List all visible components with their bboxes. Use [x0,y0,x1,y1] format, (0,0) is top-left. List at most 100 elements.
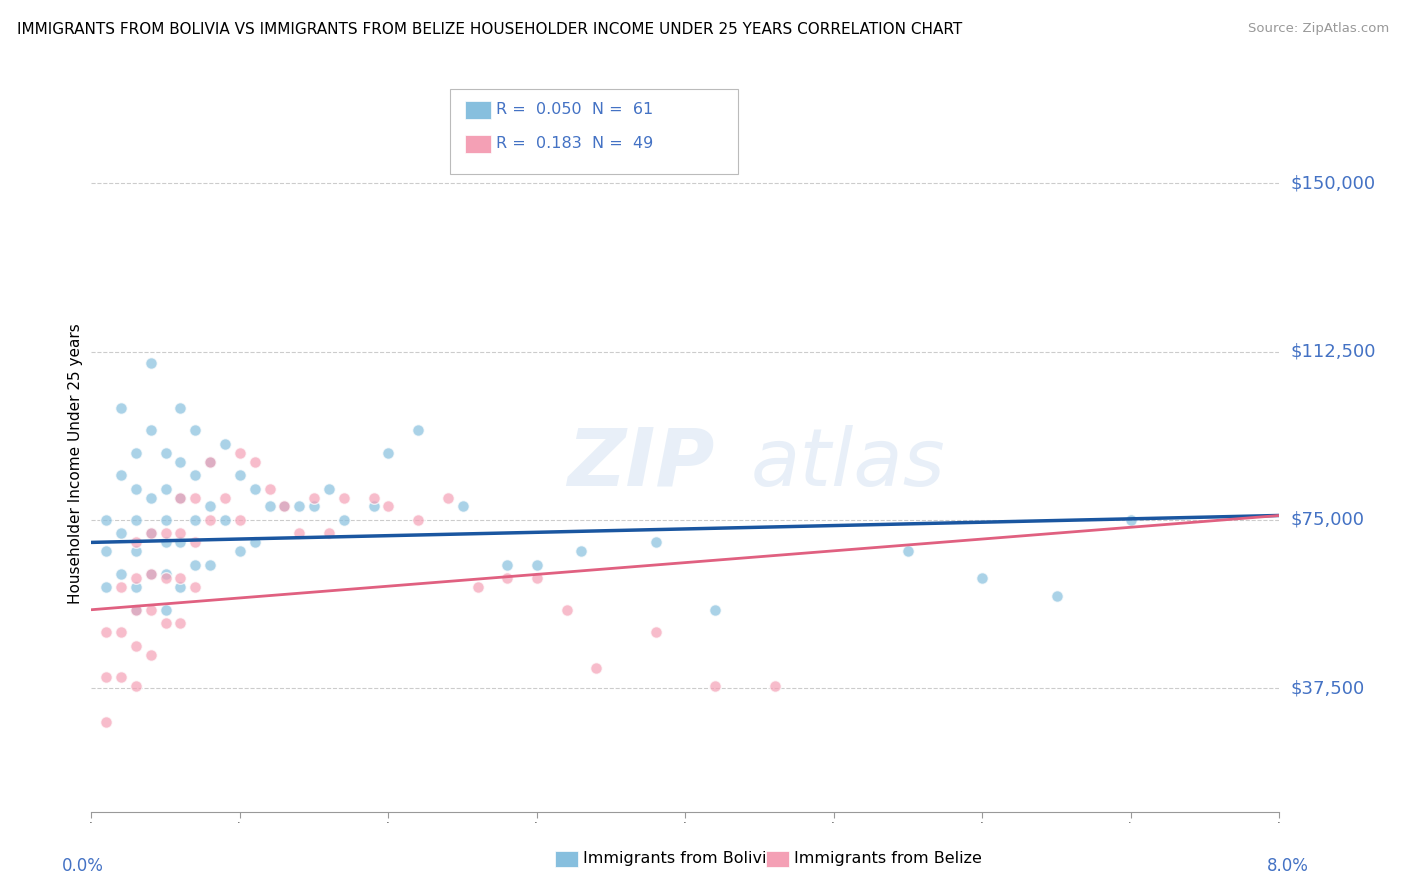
Point [214,513,236,527]
Text: Immigrants from Bolivia: Immigrants from Bolivia [583,851,778,865]
Point [259,500,281,514]
Point [333,513,356,527]
Text: $112,500: $112,500 [1291,343,1376,360]
Point [259,482,281,496]
Point [184,491,207,505]
Point [155,513,177,527]
Point [96,513,118,527]
Point [139,423,162,437]
Point [406,423,429,437]
Point [139,648,162,662]
Text: atlas: atlas [751,425,945,503]
Point [169,616,191,631]
Point [200,558,222,572]
Point [110,580,132,594]
Point [169,454,191,468]
Text: Source: ZipAtlas.com: Source: ZipAtlas.com [1249,22,1389,36]
Point [155,571,177,585]
Point [125,639,148,653]
Point [184,535,207,549]
Point [406,513,429,527]
Point [302,500,325,514]
Point [184,558,207,572]
Point [125,482,148,496]
Point [318,526,340,541]
Point [200,500,222,514]
Point [644,625,666,640]
Point [229,544,252,558]
Point [96,625,118,640]
Point [302,491,325,505]
Point [214,436,236,450]
Text: $150,000: $150,000 [1291,174,1375,193]
Point [125,513,148,527]
Point [972,571,994,585]
Point [243,482,266,496]
Point [155,603,177,617]
Point [243,535,266,549]
Point [125,603,148,617]
Point [214,491,236,505]
Point [125,445,148,459]
Point [110,401,132,415]
Point [377,500,399,514]
Point [155,445,177,459]
Point [184,423,207,437]
Text: ZIP: ZIP [567,425,714,503]
Point [139,526,162,541]
Point [229,445,252,459]
Point [496,571,519,585]
Point [288,526,311,541]
Point [96,544,118,558]
Point [377,445,399,459]
Point [644,535,666,549]
Text: 0.0%: 0.0% [62,856,104,875]
Point [1119,513,1142,527]
Point [110,526,132,541]
Point [139,566,162,581]
Point [169,526,191,541]
Point [229,468,252,483]
Text: Immigrants from Belize: Immigrants from Belize [794,851,983,865]
Point [155,616,177,631]
Point [110,566,132,581]
Point [155,566,177,581]
Point [451,500,474,514]
Point [555,603,578,617]
Point [96,580,118,594]
Point [125,603,148,617]
Point [110,625,132,640]
Point [125,544,148,558]
Point [139,356,162,370]
Point [184,468,207,483]
Point [897,544,920,558]
Point [169,491,191,505]
Text: IMMIGRANTS FROM BOLIVIA VS IMMIGRANTS FROM BELIZE HOUSEHOLDER INCOME UNDER 25 YE: IMMIGRANTS FROM BOLIVIA VS IMMIGRANTS FR… [17,22,962,37]
Point [184,513,207,527]
Point [155,535,177,549]
Point [229,513,252,527]
Point [526,558,548,572]
Point [169,491,191,505]
Point [110,468,132,483]
Point [318,482,340,496]
Text: R =  0.183  N =  49: R = 0.183 N = 49 [496,136,654,151]
Point [200,454,222,468]
Point [333,491,356,505]
Point [155,526,177,541]
Point [169,580,191,594]
Point [169,571,191,585]
Text: $75,000: $75,000 [1291,511,1365,529]
Point [436,491,458,505]
Point [704,603,727,617]
Point [125,571,148,585]
Point [184,580,207,594]
Text: R =  0.050  N =  61: R = 0.050 N = 61 [496,103,654,117]
Point [273,500,295,514]
Point [110,670,132,684]
Text: $37,500: $37,500 [1291,680,1365,698]
Point [526,571,548,585]
Point [96,714,118,729]
Point [273,500,295,514]
Point [363,500,385,514]
